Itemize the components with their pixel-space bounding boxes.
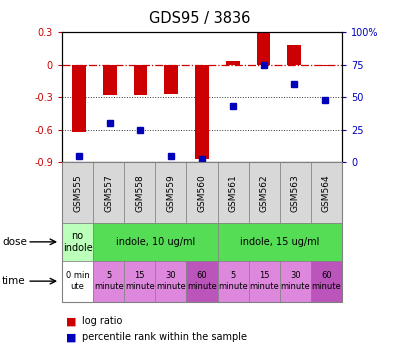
Text: 60
minute: 60 minute [312, 271, 341, 291]
Text: dose: dose [2, 237, 27, 247]
Text: 5
minute: 5 minute [94, 271, 124, 291]
Text: GSM563: GSM563 [291, 174, 300, 212]
Bar [257, 32, 270, 65]
Text: indole, 15 ug/ml: indole, 15 ug/ml [240, 237, 320, 247]
Text: 30
minute: 30 minute [280, 271, 310, 291]
Text: ■: ■ [66, 332, 76, 342]
Text: 30
minute: 30 minute [156, 271, 186, 291]
Text: no
indole: no indole [63, 231, 92, 253]
Text: 60
minute: 60 minute [187, 271, 217, 291]
Text: GSM560: GSM560 [198, 174, 206, 212]
Bar [164, 65, 178, 94]
Bar [103, 65, 117, 95]
Text: log ratio: log ratio [82, 316, 122, 326]
Text: GSM561: GSM561 [229, 174, 238, 212]
Text: GSM555: GSM555 [73, 174, 82, 212]
Bar [195, 65, 209, 159]
Text: percentile rank within the sample: percentile rank within the sample [82, 332, 247, 342]
Bar [134, 65, 147, 95]
Text: 15
minute: 15 minute [249, 271, 279, 291]
Text: GSM564: GSM564 [322, 174, 331, 212]
Text: 15
minute: 15 minute [125, 271, 155, 291]
Bar [318, 65, 332, 66]
Bar [72, 65, 86, 132]
Bar [287, 45, 301, 65]
Text: indole, 10 ug/ml: indole, 10 ug/ml [116, 237, 195, 247]
Text: time: time [2, 276, 26, 286]
Text: GSM557: GSM557 [104, 174, 113, 212]
Text: ■: ■ [66, 316, 76, 326]
Text: GSM559: GSM559 [166, 174, 175, 212]
Bar [226, 61, 240, 65]
Text: GSM558: GSM558 [135, 174, 144, 212]
Text: 0 min
ute: 0 min ute [66, 271, 90, 291]
Text: 5
minute: 5 minute [218, 271, 248, 291]
Text: GDS95 / 3836: GDS95 / 3836 [149, 11, 251, 26]
Text: GSM562: GSM562 [260, 174, 269, 212]
